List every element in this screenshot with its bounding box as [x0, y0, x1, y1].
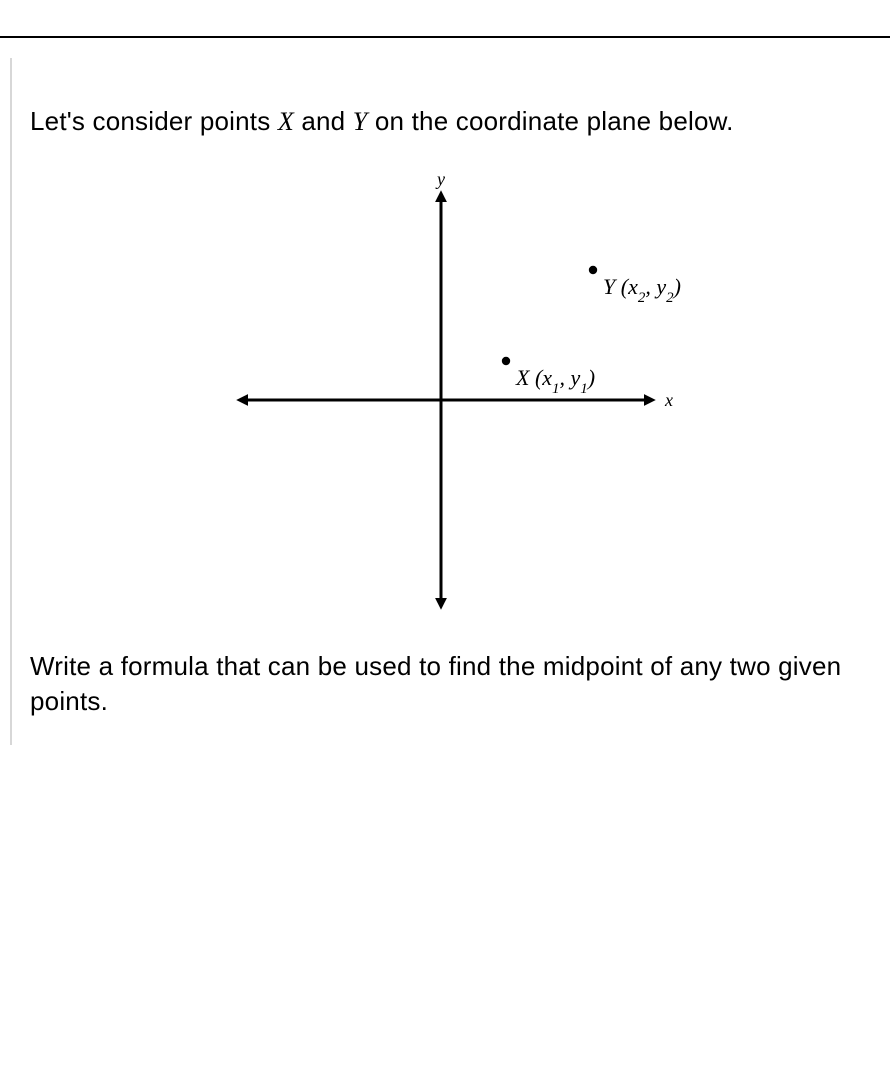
- intro-mid: and: [294, 106, 353, 136]
- intro-post: on the coordinate plane below.: [367, 106, 733, 136]
- y-axis-label: y: [435, 169, 445, 189]
- intro-var-y: Y: [353, 107, 368, 136]
- point-X: [502, 357, 510, 365]
- top-divider: [0, 36, 890, 38]
- point-Y: [589, 266, 597, 274]
- coordinate-plane: x y X (x1, y1) Y (x2, y2): [161, 165, 721, 635]
- prompt-text: Write a formula that can be used to find…: [30, 649, 852, 719]
- x-axis-label: x: [664, 390, 673, 410]
- intro-var-x: X: [278, 107, 294, 136]
- intro-text: Let's consider points X and Y on the coo…: [30, 104, 852, 139]
- intro-pre: Let's consider points: [30, 106, 278, 136]
- point-label-Y: Y (x2, y2): [603, 274, 681, 306]
- point-label-X: X (x1, y1): [515, 365, 595, 397]
- page: Let's consider points X and Y on the coo…: [0, 0, 890, 1084]
- content-area: Let's consider points X and Y on the coo…: [10, 58, 870, 745]
- plot-container: x y X (x1, y1) Y (x2, y2): [30, 165, 852, 635]
